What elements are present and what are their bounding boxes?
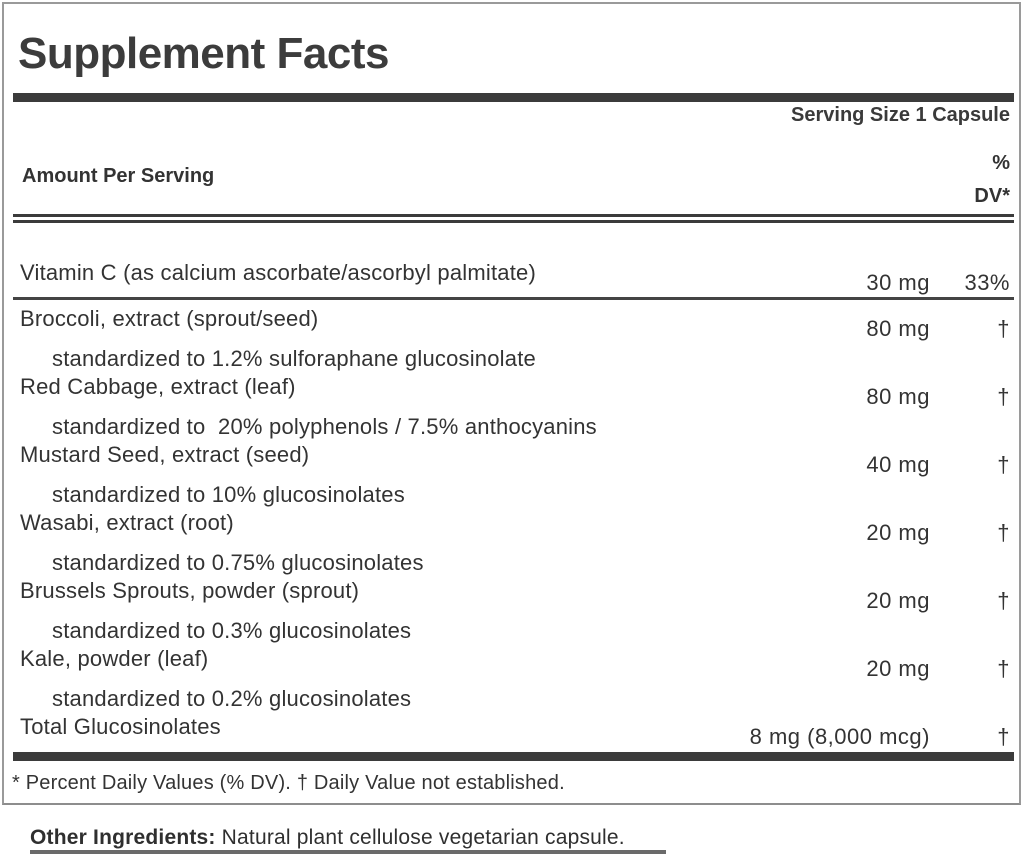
row-amount: 30 mg <box>866 270 930 295</box>
row-dv: † <box>997 588 1010 613</box>
row-dv: 33% <box>964 270 1010 295</box>
row-dv: † <box>997 384 1010 409</box>
table-row: Red Cabbage, extract (leaf) 80 mg † <box>20 374 1010 409</box>
percent-dv-header: % DV* <box>974 147 1010 213</box>
other-ingredients-text: Natural plant cellulose vegetarian capsu… <box>215 826 625 849</box>
separator-line <box>13 297 1014 300</box>
row-detail: standardized to 0.75% glucosinolates <box>52 550 424 575</box>
percent-dv-line1: % <box>992 152 1010 174</box>
row-amount: 20 mg <box>866 656 930 681</box>
row-amount: 80 mg <box>866 316 930 341</box>
table-row: Wasabi, extract (root) 20 mg † <box>20 510 1010 545</box>
row-amount: 40 mg <box>866 452 930 477</box>
row-name: Red Cabbage, extract (leaf) <box>20 374 296 399</box>
supplement-facts-panel: Supplement Facts Serving Size 1 Capsule … <box>2 2 1021 805</box>
double-rule <box>13 214 1014 223</box>
row-dv: † <box>997 520 1010 545</box>
table-row: Brussels Sprouts, powder (sprout) 20 mg … <box>20 578 1010 613</box>
row-amount: 80 mg <box>866 384 930 409</box>
thick-bar-bottom <box>13 752 1014 761</box>
row-dv: † <box>997 316 1010 341</box>
amount-per-serving-label: Amount Per Serving <box>22 165 215 187</box>
cutoff-bar <box>30 850 666 854</box>
footnote: * Percent Daily Values (% DV). † Daily V… <box>12 772 565 794</box>
ingredient-table: Vitamin C (as calcium ascorbate/ascorbyl… <box>13 260 1014 749</box>
column-header: Amount Per Serving % DV* <box>18 127 1010 214</box>
other-ingredients: Other Ingredients: Natural plant cellulo… <box>30 826 625 850</box>
row-amount: 8 mg (8,000 mcg) <box>749 724 930 749</box>
row-amount: 20 mg <box>866 520 930 545</box>
thick-bar-top <box>13 93 1014 102</box>
row-detail: standardized to 0.3% glucosinolates <box>52 618 412 643</box>
row-detail: standardized to 20% polyphenols / 7.5% a… <box>52 414 597 439</box>
percent-dv-line2: DV* <box>974 185 1010 207</box>
table-row: Vitamin C (as calcium ascorbate/ascorbyl… <box>20 260 1010 295</box>
row-detail: standardized to 10% glucosinolates <box>52 482 405 507</box>
row-name: Mustard Seed, extract (seed) <box>20 442 310 467</box>
row-amount: 20 mg <box>866 588 930 613</box>
row-detail: standardized to 0.2% glucosinolates <box>52 686 412 711</box>
table-row: Total Glucosinolates 8 mg (8,000 mcg) † <box>20 714 1010 749</box>
panel-title: Supplement Facts <box>18 29 389 78</box>
row-name: Broccoli, extract (sprout/seed) <box>20 306 319 331</box>
row-name: Wasabi, extract (root) <box>20 510 234 535</box>
row-name: Vitamin C (as calcium ascorbate/ascorbyl… <box>20 260 536 285</box>
table-row: Broccoli, extract (sprout/seed) 80 mg † <box>20 306 1010 341</box>
serving-size: Serving Size 1 Capsule <box>791 104 1010 126</box>
row-name: Total Glucosinolates <box>20 714 221 739</box>
row-dv: † <box>997 724 1010 749</box>
row-dv: † <box>997 656 1010 681</box>
row-name: Kale, powder (leaf) <box>20 646 209 671</box>
other-ingredients-label: Other Ingredients: <box>30 826 216 849</box>
row-name: Brussels Sprouts, powder (sprout) <box>20 578 360 603</box>
row-detail: standardized to 1.2% sulforaphane glucos… <box>52 346 536 371</box>
table-row: Mustard Seed, extract (seed) 40 mg † <box>20 442 1010 477</box>
row-dv: † <box>997 452 1010 477</box>
table-row: Kale, powder (leaf) 20 mg † <box>20 646 1010 681</box>
